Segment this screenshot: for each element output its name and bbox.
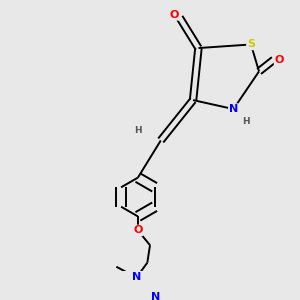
Text: O: O: [169, 10, 179, 20]
Text: H: H: [134, 126, 142, 135]
Text: O: O: [274, 55, 284, 65]
Text: H: H: [242, 117, 249, 126]
Text: N: N: [132, 272, 141, 283]
Text: N: N: [229, 104, 238, 114]
Text: N: N: [151, 292, 160, 300]
Text: S: S: [247, 40, 255, 50]
Text: O: O: [133, 225, 142, 236]
